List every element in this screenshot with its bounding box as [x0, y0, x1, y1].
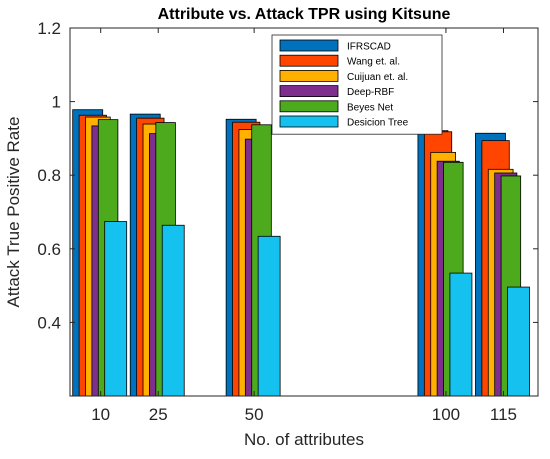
legend: IFRSCAD Wang et. al. Cuijuan et. al. Deep-R…	[271, 34, 443, 135]
bar-desicion-tree-100	[449, 272, 473, 397]
legend-swatch	[279, 85, 339, 97]
legend-label: Wang et. al.	[347, 57, 400, 68]
y-tick-label: 0.4	[37, 313, 61, 332]
chart-title: Attribute vs. Attack TPR using Kitsune	[158, 6, 451, 23]
legend-label: Cuijuan et. al.	[347, 72, 408, 83]
x-axis-title: No. of attributes	[244, 430, 364, 449]
y-axis-title: Attack True Positive Rate	[4, 117, 23, 308]
legend-swatch	[279, 54, 339, 67]
legend-label: Desicion Tree	[347, 118, 409, 129]
y-tick-label: 0.6	[37, 240, 61, 259]
legend-label: Deep-RBF	[347, 87, 394, 98]
legend-swatch	[279, 100, 339, 113]
axes-group: 0.4 0.6 0.8 1 1.2 10 25 50 100 115	[37, 19, 539, 424]
legend-label: Beyes Net	[347, 102, 393, 113]
x-tick-label: 25	[149, 405, 168, 424]
x-tick-label: 50	[245, 405, 264, 424]
y-tick-label: 1.2	[37, 19, 61, 38]
x-tick-label: 115	[490, 405, 517, 424]
axes-box	[69, 27, 539, 397]
legend-swatch	[279, 39, 339, 52]
bar-desicion-tree-10	[104, 221, 128, 397]
x-tick-label: 10	[91, 405, 110, 424]
y-tick-label: 0.8	[37, 166, 61, 185]
legend-label: IFRSCAD	[347, 42, 391, 53]
legend-swatch	[279, 115, 339, 128]
legend-swatch	[279, 70, 339, 82]
y-tick-label: 1	[52, 93, 61, 112]
bar-desicion-tree-50	[257, 235, 281, 397]
bar-desicion-tree-115	[507, 286, 530, 397]
bar-desicion-tree-25	[161, 224, 185, 397]
x-tick-label: 100	[432, 405, 460, 424]
